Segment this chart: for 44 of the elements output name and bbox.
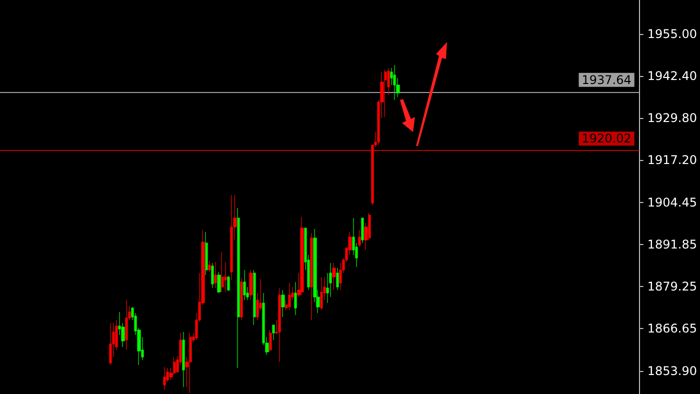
candlestick (109, 322, 112, 366)
candlestick (237, 208, 240, 368)
candlestick (272, 324, 275, 340)
candlestick (336, 268, 339, 290)
candlestick (227, 276, 230, 292)
candlestick (288, 282, 291, 310)
candlestick (240, 278, 243, 320)
candlestick (230, 194, 233, 280)
candlestick (253, 270, 256, 326)
y-tick-label: 1917.20 (647, 153, 697, 167)
candlestick (300, 216, 304, 296)
candlestick (278, 288, 281, 362)
y-tick-label: 1955.00 (647, 27, 697, 41)
candlestick (320, 276, 323, 310)
y-tick-label: 1891.85 (647, 238, 697, 252)
candlestick (221, 252, 224, 292)
candlestick (393, 64, 396, 100)
candlestick (249, 270, 253, 300)
candlestick (281, 290, 285, 318)
candlestick (208, 260, 211, 272)
y-tick-label: 1866.65 (647, 322, 697, 336)
candlestick (214, 262, 217, 288)
y-tick-label: 1904.45 (647, 196, 697, 210)
candlestick (384, 70, 387, 118)
candlestick (310, 232, 313, 320)
candlestick (211, 262, 214, 288)
candlestick (205, 232, 208, 276)
y-tick-label: 1942.40 (647, 69, 697, 83)
candlestick (182, 332, 185, 388)
candlestick (217, 272, 221, 294)
candlestick (243, 270, 246, 300)
candlestick (294, 282, 297, 316)
candlestick (163, 366, 166, 390)
candlestick (358, 230, 361, 248)
y-tick-label: 1929.80 (647, 111, 697, 125)
ref-line-label: 1937.64 (582, 72, 632, 87)
ref-line-label: 1920.02 (582, 132, 632, 146)
candlestick (269, 330, 272, 352)
candlestick (125, 300, 128, 350)
y-tick-label: 1853.90 (647, 364, 697, 378)
candlestick (361, 218, 364, 244)
candlestick (189, 332, 192, 394)
y-tick-label: 1879.25 (647, 280, 697, 294)
candlestick (332, 262, 336, 290)
